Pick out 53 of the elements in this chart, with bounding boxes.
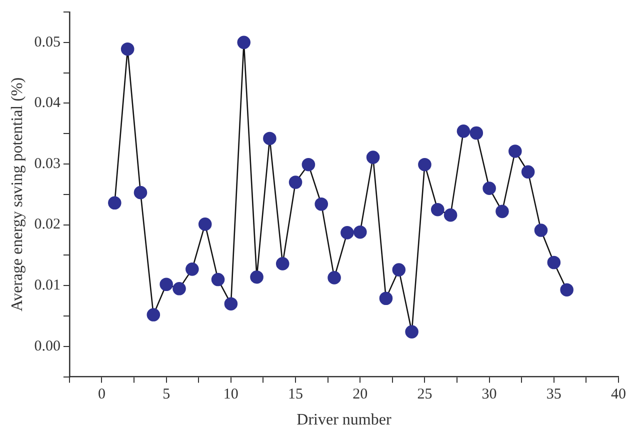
- point: [186, 262, 199, 276]
- x-tick-label: 35: [546, 386, 562, 403]
- point: [146, 308, 160, 322]
- point: [560, 283, 574, 297]
- point: [108, 196, 122, 210]
- x-tick-label: 30: [482, 386, 497, 403]
- point: [160, 278, 173, 292]
- point: [521, 165, 535, 179]
- x-tick-label: 40: [611, 386, 626, 403]
- y-tick-label: 0.01: [34, 278, 60, 294]
- point: [470, 126, 484, 140]
- y-axis-title: Average energy saving potential (%): [8, 77, 26, 312]
- point: [444, 208, 458, 222]
- point: [508, 144, 522, 158]
- point: [547, 256, 561, 270]
- point: [353, 225, 367, 239]
- point: [496, 204, 509, 218]
- point: [211, 272, 225, 286]
- point: [328, 271, 341, 284]
- point: [379, 292, 393, 306]
- point: [340, 226, 354, 240]
- x-tick-label: 10: [223, 386, 238, 403]
- x-tick-label: 5: [162, 386, 170, 403]
- point: [366, 150, 380, 164]
- point: [392, 263, 406, 276]
- point: [405, 325, 418, 338]
- point: [302, 158, 316, 172]
- point: [418, 158, 432, 172]
- y-tick-label: 0.03: [34, 156, 60, 172]
- y-tick-label: 0.00: [34, 338, 60, 354]
- point: [172, 282, 186, 296]
- x-tick-label: 15: [288, 386, 304, 403]
- point: [120, 42, 134, 56]
- point: [314, 197, 328, 211]
- point: [482, 182, 496, 195]
- point: [250, 270, 264, 284]
- point: [224, 297, 238, 310]
- y-tick-label: 0.04: [34, 95, 61, 112]
- y-tick-label: 0.05: [34, 34, 60, 50]
- x-axis-title: Driver number: [296, 412, 392, 429]
- y-tick-label: 0.02: [34, 216, 60, 233]
- point: [276, 257, 290, 270]
- point: [198, 218, 212, 231]
- point: [534, 224, 548, 237]
- point: [430, 202, 444, 216]
- x-tick-label: 0: [98, 386, 106, 403]
- point: [263, 132, 276, 146]
- x-tick-label: 25: [417, 386, 432, 403]
- point: [456, 124, 470, 138]
- x-tick-label: 20: [352, 386, 368, 403]
- point: [134, 186, 148, 200]
- point: [288, 176, 302, 189]
- point: [237, 36, 251, 50]
